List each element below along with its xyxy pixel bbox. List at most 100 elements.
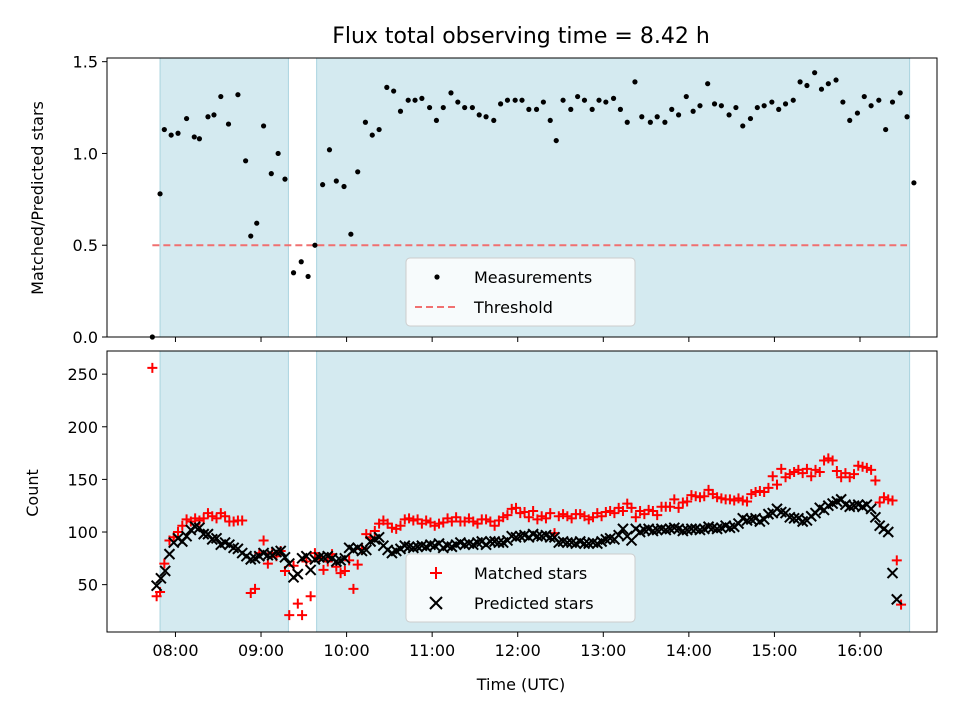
y-tick-label: 0.0 xyxy=(73,328,98,347)
matched-star-marker xyxy=(827,455,838,466)
matched-star-marker xyxy=(395,520,406,531)
measurement-point xyxy=(876,97,882,103)
matched-star-marker xyxy=(742,496,753,507)
measurement-point xyxy=(690,108,696,114)
matched-star-marker xyxy=(866,464,877,475)
predicted-series xyxy=(150,493,903,606)
x-tick-label: 15:00 xyxy=(751,641,797,660)
matched-star-marker xyxy=(806,471,817,482)
legend-box xyxy=(405,553,636,623)
measurement-point xyxy=(897,90,903,96)
matched-star-marker xyxy=(220,511,231,522)
legend-label: Measurements xyxy=(474,268,592,287)
matched-star-marker xyxy=(682,496,693,507)
measurement-point xyxy=(683,93,689,100)
measurement-point xyxy=(512,97,518,103)
matched-star-marker xyxy=(776,463,787,474)
measurement-point xyxy=(419,95,425,101)
predicted-star-marker xyxy=(869,511,882,523)
matched-star-marker xyxy=(831,465,842,476)
measurement-point xyxy=(854,110,861,116)
measurement-point xyxy=(440,104,446,111)
predicted-star-marker xyxy=(163,548,176,560)
y-tick-label: 200 xyxy=(67,418,98,437)
predicted-star-marker xyxy=(617,523,629,535)
predicted-star-marker xyxy=(886,567,899,579)
measurement-point xyxy=(669,106,675,112)
x-tick-label: 08:00 xyxy=(152,641,198,660)
matched-star-marker xyxy=(617,505,628,516)
y-tick-label: 250 xyxy=(67,365,98,384)
measurement-point xyxy=(533,106,540,112)
measurement-point xyxy=(596,97,602,103)
measurement-point xyxy=(833,77,839,83)
predicted-star-marker xyxy=(300,550,313,562)
measurement-point xyxy=(333,178,339,184)
measurement-point xyxy=(498,101,504,107)
measurement-point xyxy=(412,97,418,103)
measurement-point xyxy=(589,106,595,112)
y-tick-label: 50 xyxy=(78,576,98,595)
legend-box xyxy=(405,257,636,327)
measurement-point xyxy=(610,95,617,101)
measurement-point xyxy=(405,97,411,103)
predicted-star-marker xyxy=(193,522,206,534)
measurement-point xyxy=(225,121,232,127)
measurement-point xyxy=(675,112,682,118)
matched-star-marker xyxy=(699,491,710,502)
y-tick-label: 100 xyxy=(67,523,98,542)
matched-star-marker xyxy=(887,495,898,506)
measurement-point xyxy=(654,114,660,120)
legend: Measurements Threshold xyxy=(405,257,636,327)
measurement-point xyxy=(235,92,241,98)
predicted-star-marker xyxy=(493,536,505,549)
measurement-point xyxy=(812,70,818,76)
matched-star-marker xyxy=(891,555,902,566)
matched-star-marker xyxy=(305,591,316,602)
matched-star-marker xyxy=(669,494,680,505)
measurement-point xyxy=(504,97,511,103)
measurement-point xyxy=(483,114,489,120)
matched-star-marker xyxy=(348,583,359,594)
measurement-point xyxy=(769,99,775,105)
measurement-point xyxy=(603,99,609,105)
y-axis-label: Count xyxy=(23,469,42,517)
measurement-point xyxy=(662,119,668,125)
measurement-point xyxy=(290,270,297,276)
measurement-point xyxy=(175,130,181,136)
shaded-span xyxy=(159,57,289,338)
measurement-point xyxy=(889,99,896,105)
measurement-point xyxy=(797,79,803,85)
measurement-point xyxy=(476,112,482,118)
matched-star-marker xyxy=(870,475,881,486)
measurement-point xyxy=(575,93,581,100)
measurement-point xyxy=(697,103,703,109)
measurement-point xyxy=(861,93,867,100)
predicted-star-marker xyxy=(274,545,287,557)
predicted-star-marker xyxy=(891,593,903,606)
predicted-star-marker xyxy=(283,557,295,570)
legend: Matched stars Predicted stars xyxy=(405,553,636,623)
matched-star-marker xyxy=(545,508,556,519)
measurement-point xyxy=(248,233,254,239)
predicted-star-marker xyxy=(360,544,372,556)
matched-star-marker xyxy=(147,362,158,373)
measurement-point xyxy=(469,104,475,111)
predicted-star-marker xyxy=(180,530,193,542)
measurement-point xyxy=(553,137,559,144)
matched-star-marker xyxy=(652,510,663,521)
x-tick-label: 09:00 xyxy=(238,641,284,660)
predicted-star-marker xyxy=(159,565,171,577)
measurement-point xyxy=(782,101,789,107)
y-axis-ticks: 50 100 150 200 250 xyxy=(67,365,107,595)
measurement-point xyxy=(624,119,630,125)
chart-title: Flux total observing time = 8.42 h xyxy=(332,24,710,49)
measurement-point xyxy=(191,134,197,140)
matched-star-marker xyxy=(626,502,637,513)
measurement-point xyxy=(581,97,588,103)
x-tick-label: 13:00 xyxy=(580,641,626,660)
measurement-point xyxy=(632,79,638,85)
measurement-point xyxy=(776,106,782,112)
matched-star-marker xyxy=(297,610,308,621)
